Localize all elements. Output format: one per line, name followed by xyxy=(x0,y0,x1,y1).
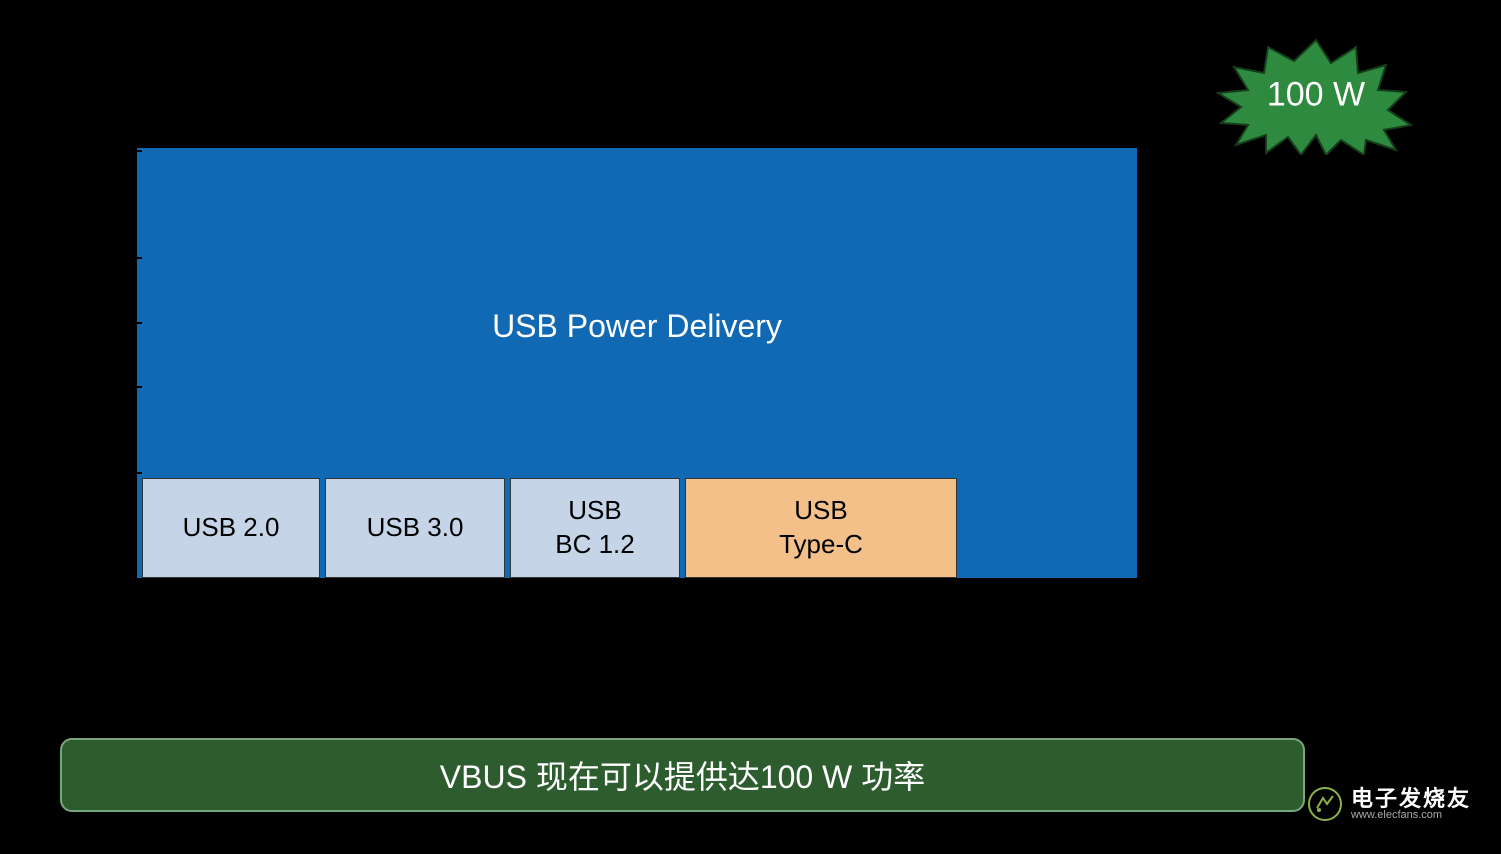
x-tick-mark xyxy=(957,578,959,588)
elecfans-icon xyxy=(1307,786,1343,822)
x-tick-15: 15 xyxy=(944,595,971,623)
segment-usb20: USB 2.0 xyxy=(142,478,320,578)
footer-banner: VBUS 现在可以提供达100 W 功率 xyxy=(60,738,1305,812)
logo-sub: www.elecfans.com xyxy=(1351,810,1471,821)
segment-label: USB 3.0 xyxy=(367,511,464,545)
power-starburst: 100 W xyxy=(1206,35,1426,155)
segment-label: USB BC 1.2 xyxy=(555,494,635,562)
footer-text: VBUS 现在可以提供达100 W 功率 xyxy=(440,752,925,798)
y-tick-15: 15 xyxy=(67,247,127,273)
starburst-label: 100 W xyxy=(1267,76,1365,115)
y-tick-mark xyxy=(132,257,142,259)
x-tick-100: 100 xyxy=(1117,595,1157,623)
x-axis-label: 最大功率 [W] xyxy=(703,628,865,668)
segment-bc12: USB BC 1.2 xyxy=(510,478,680,578)
segment-label: USB Type-C xyxy=(779,494,863,562)
pd-label: USB Power Delivery xyxy=(492,308,782,345)
segment-typec: USB Type-C xyxy=(685,478,957,578)
plot-area: USB Power Delivery USB 2.0 USB 3.0 USB B… xyxy=(135,150,1430,580)
x-tick-mark xyxy=(507,578,509,588)
y-tick-20: 20 xyxy=(67,140,127,166)
y-tick-mark xyxy=(132,386,142,388)
logo-main: 电子发烧友 xyxy=(1351,788,1471,810)
segment-label: USB 2.0 xyxy=(183,511,280,545)
segment-usb30: USB 3.0 xyxy=(325,478,505,578)
x-tick-2.5: 2.5 xyxy=(305,595,338,623)
x-tick-mark xyxy=(682,578,684,588)
x-tick-mark xyxy=(322,578,324,588)
x-tick-mark xyxy=(1137,578,1139,588)
y-axis-label: VBUS 电压 [V] xyxy=(86,315,123,484)
y-tick-mark xyxy=(132,472,142,474)
y-tick-mark xyxy=(132,150,142,152)
y-tick-mark xyxy=(132,322,142,324)
usb-power-chart: USB Power Delivery USB 2.0 USB 3.0 USB B… xyxy=(60,150,1430,650)
logo-text: 电子发烧友 www.elecfans.com xyxy=(1351,788,1471,821)
source-logo: 电子发烧友 www.elecfans.com xyxy=(1307,786,1471,822)
x-tick-4.5: 4.5 xyxy=(490,595,523,623)
x-tick-7.5: 7.5 xyxy=(665,595,698,623)
